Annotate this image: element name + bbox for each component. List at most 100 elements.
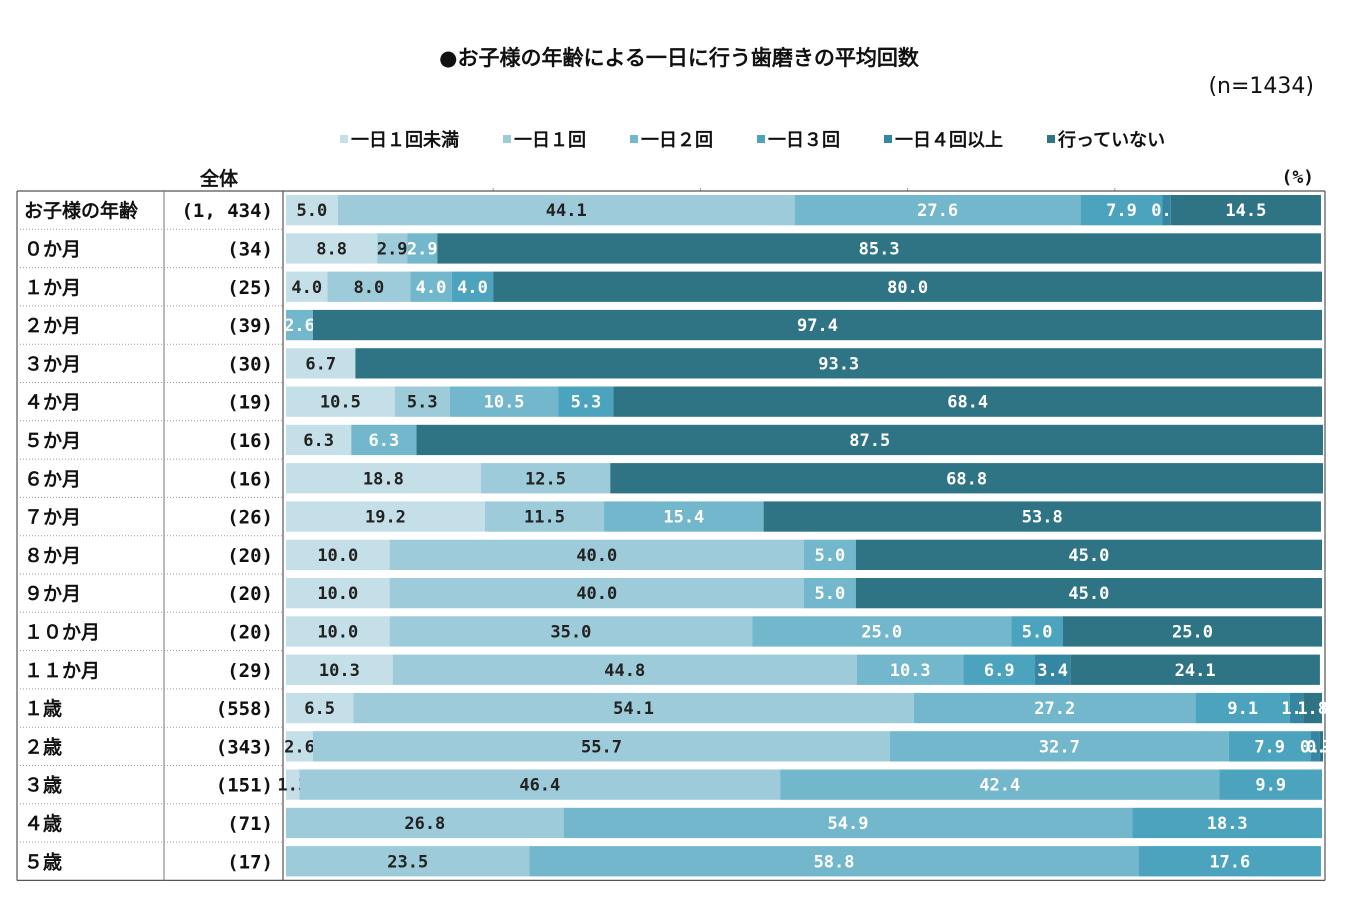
data-label: 3.4 [1037, 661, 1068, 681]
bar-segment [394, 386, 450, 417]
legend-item-5: 行っていない [1047, 126, 1165, 152]
data-label: 44.8 [604, 661, 645, 681]
bar-segment [1080, 195, 1163, 226]
row-label: ９か月 [24, 583, 81, 605]
bar-segment [286, 769, 300, 800]
data-label: 8.8 [316, 239, 347, 259]
row-count: (34) [227, 238, 273, 260]
data-label: 6.3 [369, 431, 400, 451]
bar-segment [1310, 731, 1320, 762]
row-count: (25) [227, 277, 273, 299]
bar-segment [286, 424, 352, 456]
data-label: 45.0 [1068, 546, 1109, 566]
bar-segment [286, 233, 378, 264]
bar-segment [392, 654, 857, 685]
bar-segment [353, 692, 914, 724]
total-column-header: 全体 [200, 168, 239, 190]
bar-segment [407, 233, 438, 264]
bar-segment [1063, 616, 1322, 647]
bar-segment [1219, 769, 1322, 800]
bar-segment [563, 807, 1133, 839]
row-count: (71) [227, 813, 273, 835]
bar-segment [312, 309, 1322, 341]
data-label: 9.9 [1255, 776, 1286, 796]
data-label: 40.0 [576, 584, 617, 604]
data-label: 25.0 [1172, 622, 1213, 642]
bar-segment [855, 578, 1322, 609]
row-label: お子様の年齢 [24, 199, 139, 222]
bar-segment [389, 578, 804, 609]
bar-segment [449, 386, 559, 417]
bar-segment [1319, 731, 1324, 762]
data-label: 5.3 [571, 393, 602, 413]
bar-segment [286, 195, 338, 226]
data-label: 10.0 [317, 584, 358, 604]
data-label: 18.8 [363, 469, 404, 489]
bar-segment [286, 807, 564, 839]
data-label: 2.9 [377, 239, 408, 259]
data-label: 4.0 [291, 278, 322, 298]
data-label: 6.3 [303, 431, 334, 451]
data-label: 9.1 [1227, 699, 1258, 719]
bar-segment [286, 654, 393, 685]
row-label: １１か月 [24, 660, 100, 682]
data-label: 45.0 [1068, 584, 1109, 604]
bar-segment [804, 539, 856, 570]
data-label: 8.0 [354, 278, 385, 298]
bar-segment [493, 271, 1322, 302]
bar-segment [451, 271, 494, 302]
row-label: ０か月 [24, 238, 81, 260]
row-count: (558) [216, 698, 273, 720]
bar-segment [286, 463, 481, 494]
data-label: 14.5 [1225, 201, 1266, 221]
row-count: (1, 434) [181, 200, 273, 222]
data-label: 1.3 [1281, 699, 1312, 719]
data-label: 11.5 [524, 508, 565, 528]
bar-segment [389, 539, 804, 570]
bar-segment [780, 769, 1220, 800]
data-label: 32.7 [1039, 737, 1080, 757]
row-count: (20) [227, 545, 273, 567]
bar-segment [327, 271, 411, 302]
data-label: 4.0 [416, 278, 447, 298]
row-label: １０か月 [24, 621, 100, 643]
data-label: 54.9 [828, 814, 869, 834]
bar-segment [286, 731, 313, 762]
legend-item-3: 一日３回 [757, 126, 840, 152]
data-label: 35.0 [550, 622, 591, 642]
bar-segment [1228, 731, 1311, 762]
legend-label-0: 一日１回未満 [351, 130, 459, 151]
bar-segment [1132, 807, 1322, 839]
data-label: 10.0 [317, 546, 358, 566]
bar-segment [312, 731, 890, 762]
data-label: 68.4 [947, 393, 988, 413]
bar-segment [913, 692, 1196, 724]
data-label: 6.9 [984, 661, 1015, 681]
data-label: 1.3 [277, 776, 308, 796]
bar-segment [437, 233, 1321, 264]
bar-segment [286, 271, 328, 302]
row-count: (16) [227, 430, 273, 452]
bar-segment [794, 195, 1081, 226]
legend-label-3: 一日３回 [768, 130, 840, 151]
bar-segment [286, 578, 390, 609]
legend-swatch-5 [1047, 135, 1055, 143]
data-label: 44.1 [546, 201, 587, 221]
legend: 一日１回未満 一日１回 一日２回 一日３回 一日４回以上 行っていない [340, 127, 1165, 151]
legend-item-1: 一日１回 [503, 126, 586, 152]
bar-segment [610, 463, 1324, 494]
row-count: (39) [227, 315, 273, 337]
data-label: 0.3 [1306, 737, 1337, 757]
data-label: 53.8 [1022, 508, 1063, 528]
data-label: 10.5 [484, 393, 525, 413]
data-label: 6.5 [304, 699, 335, 719]
row-label: ３か月 [24, 353, 81, 375]
legend-swatch-0 [340, 135, 348, 143]
legend-label-1: 一日１回 [514, 130, 586, 151]
data-label: 0.9 [1300, 737, 1331, 757]
bar-segment [558, 386, 614, 417]
bar-segment [855, 539, 1322, 570]
bar-segment [351, 424, 417, 456]
data-label: 5.0 [815, 546, 846, 566]
legend-swatch-1 [503, 135, 511, 143]
